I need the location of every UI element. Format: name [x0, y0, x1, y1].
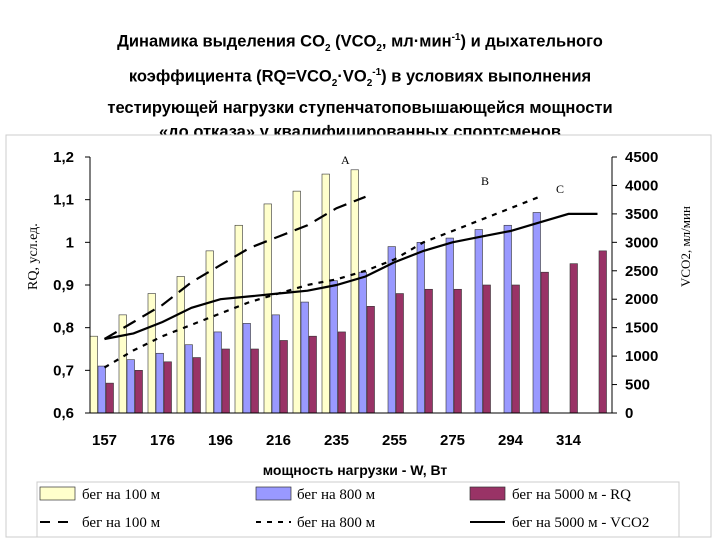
- x-tick-label: 314: [556, 432, 582, 449]
- left-tick-label: 1,1: [53, 192, 74, 209]
- legend-label: бег на 100 м: [82, 487, 161, 503]
- bar-run-5000m: [337, 331, 346, 414]
- left-tick-label: 1,2: [53, 149, 74, 166]
- bar-run-800m: [532, 212, 541, 414]
- annotation-c: C: [556, 182, 564, 196]
- bar-run-800m: [474, 229, 483, 414]
- bar-run-800m: [184, 344, 193, 414]
- bar-run-5000m: [540, 271, 549, 414]
- bar-run-800m: [155, 352, 164, 414]
- x-tick-label: 157: [92, 432, 117, 449]
- right-tick-label: 3500: [625, 206, 658, 223]
- left-tick-label: 0,7: [53, 362, 74, 379]
- x-tick-label: 176: [150, 432, 175, 449]
- left-axis-label: RQ, усл.ед.: [26, 223, 41, 290]
- bar-run-5000m: [511, 284, 520, 414]
- bar-run-100m: [205, 250, 214, 414]
- x-axis-label: мощность нагрузки - W, Вт: [263, 462, 448, 478]
- x-tick-label: 294: [498, 432, 524, 449]
- bar-run-5000m: [105, 382, 114, 414]
- bar-run-5000m: [453, 288, 462, 414]
- line-vco2-100m: [103, 195, 366, 340]
- bar-run-100m: [350, 169, 359, 414]
- bar-run-5000m: [395, 293, 404, 414]
- x-tick-label: 235: [324, 432, 349, 449]
- bar-run-5000m: [482, 284, 491, 414]
- bar-run-5000m: [221, 348, 230, 414]
- right-tick-label: 2500: [625, 263, 658, 280]
- x-tick-label: 216: [266, 432, 291, 449]
- bar-run-800m: [358, 271, 367, 414]
- title-line-1: Динамика выделения CO2 (VCO2, мл·мин-1) …: [117, 32, 603, 54]
- left-tick-label: 1: [66, 234, 74, 251]
- right-tick-label: 1000: [625, 348, 658, 365]
- legend-box: [36, 481, 680, 538]
- bar-run-5000m: [598, 250, 607, 414]
- x-tick-label: 196: [208, 432, 233, 449]
- legend-swatch: [469, 486, 506, 501]
- right-axis-label: VCO2, мл/мин: [678, 206, 693, 287]
- right-tick-label: 4000: [625, 177, 658, 194]
- bar-run-5000m: [308, 335, 317, 414]
- annotation-a: A: [341, 153, 350, 167]
- bar-run-100m: [321, 173, 330, 414]
- left-tick-label: 0,9: [53, 277, 74, 294]
- title-line-3: тестирующей нагрузки ступенчатоповышающе…: [107, 98, 613, 117]
- x-tick-label: 255: [382, 432, 407, 449]
- bar-run-5000m: [424, 288, 433, 414]
- bar-run-800m: [242, 323, 251, 414]
- bar-run-800m: [271, 314, 280, 414]
- bar-run-100m: [292, 190, 301, 414]
- right-tick-label: 1500: [625, 320, 658, 337]
- line-vco2-5000m: [104, 212, 598, 341]
- line-vco2-800m: [103, 195, 540, 369]
- right-tick-label: 3000: [625, 234, 658, 251]
- bar-run-800m: [300, 301, 309, 414]
- bar-run-5000m: [250, 348, 259, 414]
- bar-run-800m: [126, 359, 135, 414]
- legend-label: бег на 800 м: [297, 515, 376, 531]
- bar-run-800m: [503, 224, 512, 414]
- bar-run-5000m: [569, 263, 578, 414]
- annotation-b: B: [481, 174, 489, 188]
- bar-run-5000m: [134, 370, 143, 414]
- legend-swatch: [255, 486, 292, 501]
- bar-run-5000m: [279, 340, 288, 414]
- bar-run-800m: [445, 237, 454, 414]
- right-tick-label: 4500: [625, 149, 658, 166]
- title-line-2: коэффициента (RQ=VCO2·VO2-1) в условиях …: [128, 66, 592, 89]
- bar-run-100m: [118, 314, 127, 414]
- bar-run-5000m: [163, 361, 172, 414]
- legend-label: бег на 5000 м - VCO2: [512, 515, 649, 531]
- bar-run-800m: [97, 365, 106, 414]
- bar-run-800m: [387, 246, 396, 414]
- bar-run-800m: [213, 331, 222, 414]
- bar-run-100m: [89, 335, 98, 414]
- bar-run-5000m: [192, 357, 201, 414]
- bar-run-800m: [416, 242, 425, 414]
- legend-label: бег на 5000 м - RQ: [512, 487, 631, 503]
- left-tick-label: 0,8: [53, 320, 74, 337]
- right-tick-label: 0: [625, 405, 633, 422]
- legend-label: бег на 800 м: [297, 487, 376, 503]
- x-tick-label: 275: [440, 432, 465, 449]
- bar-run-100m: [176, 276, 185, 414]
- legend-swatch: [39, 486, 76, 501]
- right-tick-label: 2000: [625, 291, 658, 308]
- bar-run-800m: [329, 280, 338, 414]
- bar-run-100m: [263, 203, 272, 414]
- left-tick-label: 0,6: [53, 405, 74, 422]
- bar-run-5000m: [366, 306, 375, 414]
- right-tick-label: 500: [625, 377, 650, 394]
- legend-label: бег на 100 м: [82, 515, 161, 531]
